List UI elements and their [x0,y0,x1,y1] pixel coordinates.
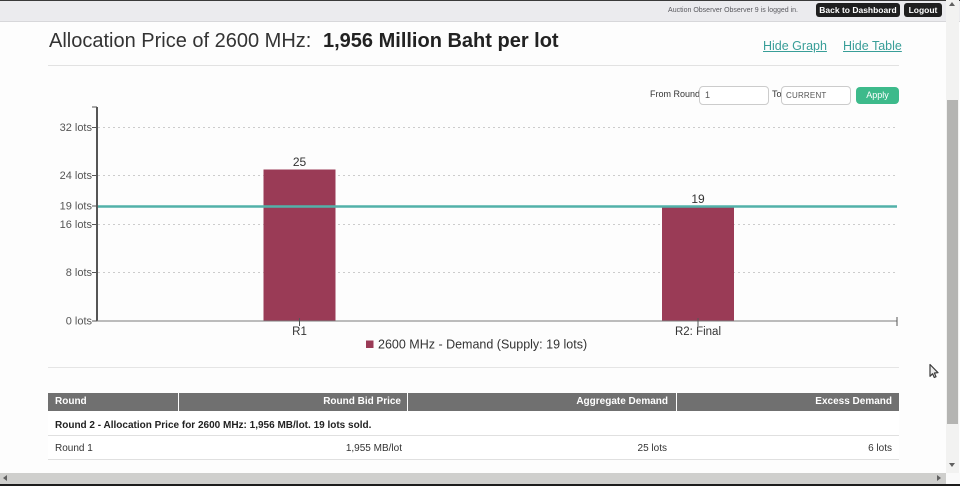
svg-text:25: 25 [293,155,307,169]
svg-text:0 lots: 0 lots [66,316,93,328]
svg-text:19: 19 [691,192,705,206]
svg-text:R2: Final: R2: Final [675,326,721,338]
svg-text:16 lots: 16 lots [60,219,93,231]
svg-text:19 lots: 19 lots [60,201,93,213]
svg-text:R1: R1 [292,326,307,338]
svg-text:2600 MHz - Demand (Supply: 19: 2600 MHz - Demand (Supply: 19 lots) [378,338,587,352]
svg-text:32 lots: 32 lots [60,122,93,134]
svg-text:24 lots: 24 lots [60,170,93,182]
svg-text:8 lots: 8 lots [66,267,93,279]
